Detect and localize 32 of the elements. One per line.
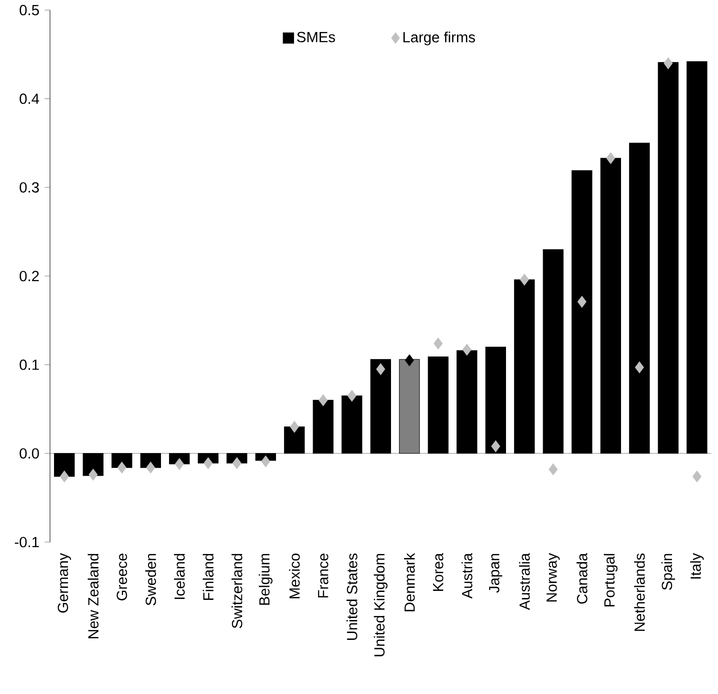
legend-label: Large firms — [403, 32, 476, 46]
x-tick-label: Belgium — [258, 554, 272, 605]
y-tick-label: 0.1 — [20, 360, 39, 370]
x-tick-label: New Zealand — [88, 554, 99, 638]
x-tick-label: Japan — [489, 554, 502, 593]
y-tick-label: 0.4 — [20, 94, 40, 104]
y-tick-label: 0.5 — [20, 4, 39, 16]
x-tick-label: Norway — [546, 553, 560, 602]
x-tick-label: Netherlands — [634, 554, 645, 631]
x-tick-label: Iceland — [174, 554, 185, 599]
x-tick-label: Switzerland — [232, 554, 242, 628]
x-tick-label: Sweden — [145, 554, 156, 606]
y-tick-label: 0.0 — [20, 448, 39, 459]
x-tick-label: Austria — [462, 552, 472, 599]
x-tick-label: Spain — [661, 554, 676, 590]
x-tick-label: Greece — [116, 554, 128, 600]
x-tick-label: United Kingdom — [374, 554, 388, 656]
x-tick-label: Korea — [433, 552, 444, 591]
x-tick-label: United States — [346, 554, 358, 640]
y-tick-label: -0.1 — [14, 536, 39, 548]
x-tick-label: Italy — [690, 553, 704, 579]
legend-label: SMEs — [297, 32, 336, 42]
x-tick-label: Denmark — [404, 552, 415, 612]
x-tick-label: Finland — [202, 554, 214, 600]
y-tick-label: 0.2 — [20, 270, 39, 282]
x-tick-label: Germany — [58, 553, 72, 613]
y-tick-label: 0.3 — [20, 182, 39, 193]
x-tick-label: France — [318, 554, 328, 598]
x-tick-label: Australia — [519, 552, 530, 610]
x-tick-label: Mexico — [289, 554, 300, 598]
x-tick-label: Canada — [576, 552, 588, 604]
x-tick-label: Portugal — [604, 554, 618, 606]
